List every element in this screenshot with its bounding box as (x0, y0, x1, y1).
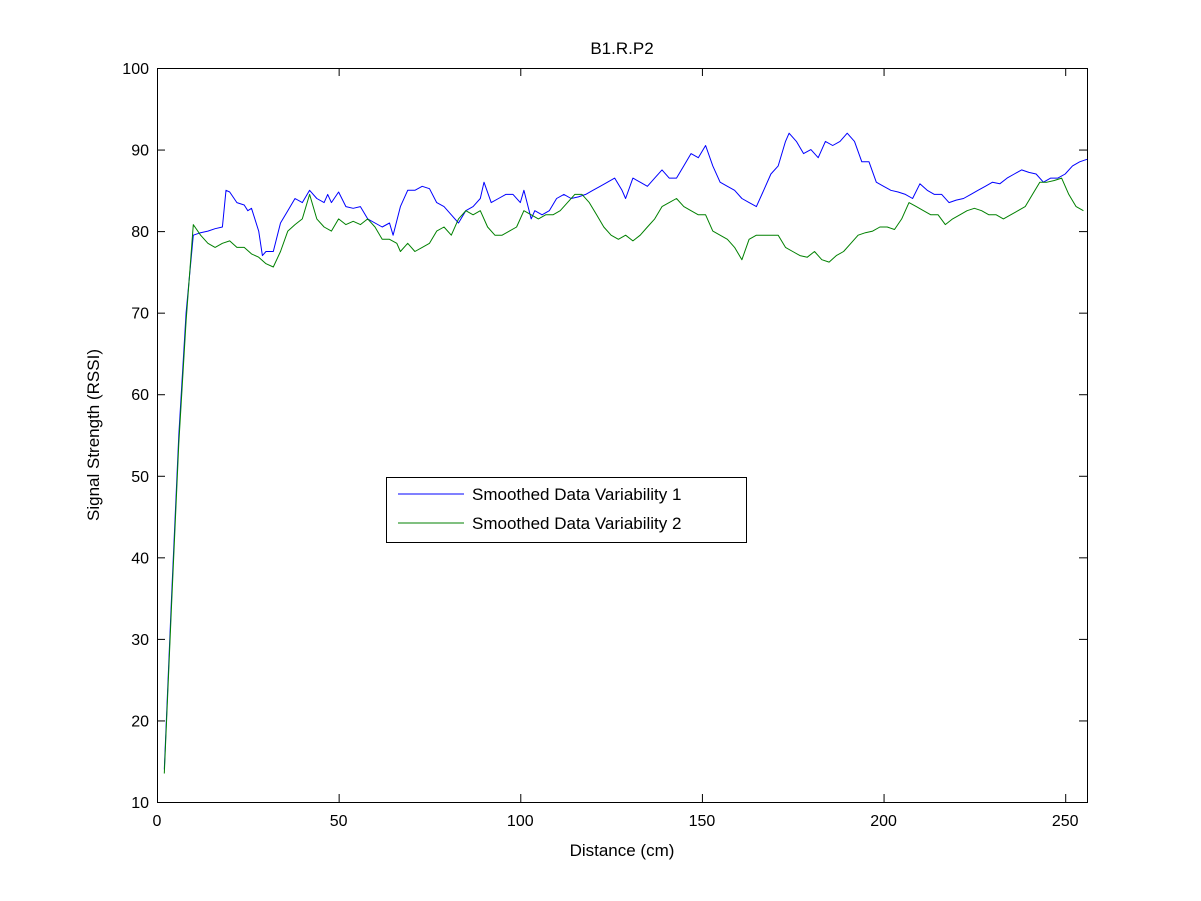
x-tick-label: 0 (153, 813, 162, 830)
y-tick-label: 10 (131, 795, 149, 812)
y-axis-title: Signal Strength (RSSI) (84, 349, 103, 521)
y-tick-label: 70 (131, 306, 149, 323)
series-line-2 (163, 177, 1084, 774)
series-layer (163, 132, 1088, 774)
x-axis-title: Distance (cm) (570, 841, 675, 860)
plot-frame (157, 68, 1088, 803)
legend-box (386, 477, 747, 543)
y-tick-label: 50 (131, 469, 149, 486)
x-tick-label: 200 (870, 813, 897, 830)
y-tick-label: 100 (122, 61, 149, 78)
x-tick-label: 150 (689, 813, 716, 830)
y-tick-label: 60 (131, 387, 149, 404)
legend-label-series-1: Smoothed Data Variability 1 (472, 485, 681, 504)
y-tick-label: 80 (131, 224, 149, 241)
chart-title: B1.R.P2 (590, 39, 653, 58)
x-tick-label: 50 (330, 813, 348, 830)
ticks-layer: 0 50 100 150 200 250 10 20 30 40 50 60 70 80 90 100 (122, 61, 1087, 830)
x-tick-label: 250 (1052, 813, 1079, 830)
y-tick-label: 30 (131, 632, 149, 649)
legend-label-series-2: Smoothed Data Variability 2 (472, 514, 681, 533)
y-tick-label: 40 (131, 550, 149, 567)
y-tick-label: 90 (131, 143, 149, 160)
x-tick-label: 100 (507, 813, 534, 830)
plot-area (157, 68, 1087, 802)
series-line-1 (163, 132, 1088, 770)
legend: Smoothed Data Variability 1 Smoothed Dat… (386, 477, 747, 543)
y-tick-label: 20 (131, 713, 149, 730)
